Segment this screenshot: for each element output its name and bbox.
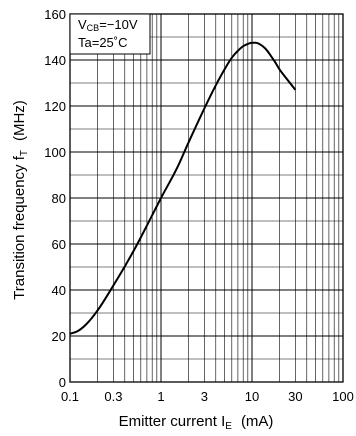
- x-tick-label: 30: [288, 389, 302, 404]
- x-axis-label-unit: (mA): [241, 413, 274, 430]
- x-tick-label: 0.3: [104, 389, 122, 404]
- y-tick-label: 120: [44, 99, 66, 114]
- y-tick-label: 80: [52, 191, 66, 206]
- x-axis-label-main: Emitter current I: [119, 413, 226, 430]
- y-tick-label: 60: [52, 237, 66, 252]
- condition-box-frame: [69, 13, 151, 55]
- condition-vcb-rest: =−10V: [99, 17, 138, 32]
- series-line: [69, 41, 297, 335]
- y-tick-label: 140: [44, 53, 66, 68]
- y-tick-label: 20: [52, 329, 66, 344]
- x-axis-label-sub: E: [225, 421, 232, 432]
- y-axis-label-unit: (MHz): [11, 100, 28, 141]
- x-tick-label: 0.1: [61, 389, 79, 404]
- grid: [69, 13, 344, 383]
- condition-ta: Ta=25˚C: [78, 35, 128, 50]
- condition-vcb-main: V: [78, 17, 87, 32]
- y-axis-label-main: Transition frequency f: [11, 155, 28, 300]
- plot-frame: [69, 13, 344, 383]
- condition-box: VCB=−10V Ta=25˚C: [69, 13, 151, 55]
- condition-vcb: VCB=−10V: [78, 17, 138, 33]
- condition-vcb-sub: CB: [87, 23, 100, 33]
- x-tick-labels: 0.1 0.3 1 3 10 30 100: [61, 389, 354, 404]
- y-tick-labels: 0 20 40 60 80 100 120 140 160: [44, 7, 66, 390]
- y-tick-label: 100: [44, 145, 66, 160]
- x-tick-label: 10: [245, 389, 259, 404]
- x-tick-label: 3: [201, 389, 208, 404]
- x-axis-label: Emitter current IE (mA): [119, 413, 274, 432]
- y-tick-label: 160: [44, 7, 66, 22]
- y-tick-label: 40: [52, 283, 66, 298]
- x-tick-label: 100: [332, 389, 354, 404]
- y-axis-label-sub: T: [19, 150, 30, 156]
- y-axis-label: Transition frequency fT (MHz): [11, 100, 30, 300]
- x-tick-label: 1: [157, 389, 164, 404]
- y-tick-label: 0: [59, 375, 66, 390]
